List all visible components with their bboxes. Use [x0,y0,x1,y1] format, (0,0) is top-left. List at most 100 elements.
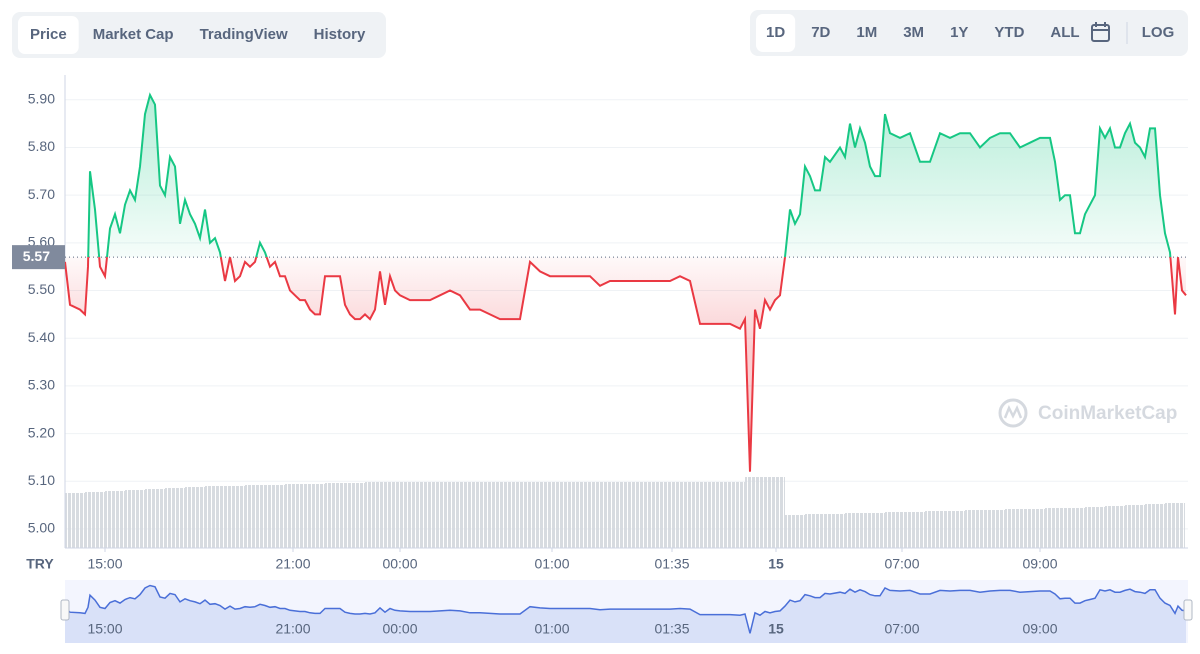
volume-bar [105,491,125,548]
volume-bar [65,493,85,548]
price-line-above [87,92,1180,258]
y-tick-label: 5.70 [28,186,55,202]
volume-bar [1105,506,1125,548]
navigator-tick-label: 01:35 [654,621,689,637]
currency-label: TRY [26,556,54,572]
area-above [65,95,1186,258]
y-tick-label: 5.30 [28,377,55,393]
volume-bar [85,492,105,548]
volume-bar [805,514,825,548]
range-button[interactable]: 1Y [950,24,968,41]
x-tick-label: 01:00 [534,556,569,572]
baseline-label: 5.57 [23,248,50,264]
tab[interactable]: History [314,26,366,43]
range-button[interactable]: 3M [903,24,924,41]
y-tick-label: 5.00 [28,520,55,536]
volume-bar [1065,508,1085,548]
volume-bar [365,482,385,548]
volume-bar [1085,507,1105,548]
volume-bar [205,486,225,548]
volume-bar [385,482,405,548]
volume-bar [405,482,425,548]
volume-bar [765,477,785,548]
volume-bar [345,483,365,548]
volume-bar [145,489,165,548]
volume-bar [985,510,1005,548]
navigator-tick-label: 15:00 [87,621,122,637]
tab-bar [12,12,386,58]
volume-bar [925,511,945,548]
volume-bar [465,482,485,548]
volume-bar [505,482,525,548]
tab[interactable]: TradingView [200,26,288,43]
navigator-area [65,585,1186,643]
volume-bar [265,485,285,548]
x-tick-label: 01:35 [654,556,689,572]
volume-bar [865,513,885,548]
watermark-text: CoinMarketCap [1038,403,1177,424]
volume-bar [1005,509,1025,548]
price-line-below [64,257,1187,472]
navigator-handle[interactable] [60,599,70,621]
range-button[interactable]: 7D [811,24,830,41]
volume-bar [1045,508,1065,548]
navigator-tick-label: 07:00 [884,621,919,637]
navigator-line [64,584,1187,634]
x-tick-label: 00:00 [382,556,417,572]
volume-bar [285,484,305,548]
volume-bar [425,482,445,548]
range-button[interactable]: 1M [856,24,877,41]
range-button[interactable]: ALL [1050,24,1079,41]
volume-bar [945,511,965,548]
watermark: CoinMarketCap [998,398,1177,428]
volume-bar [485,482,505,548]
volume-bar [585,482,605,548]
range-button[interactable]: YTD [994,24,1024,41]
baseline-label-box [12,245,65,270]
y-tick-label: 5.40 [28,329,55,345]
volume-bar [545,482,565,548]
volume-bar [1145,504,1165,548]
volume-bar [565,482,585,548]
volume-bar [225,486,245,548]
volume-bar [245,485,265,548]
log-button[interactable]: LOG [1142,24,1175,41]
volume-bar [445,482,465,548]
navigator-tick-label: 09:00 [1022,621,1057,637]
volume-bar [165,488,185,548]
volume-bar [325,483,345,548]
y-tick-label: 5.80 [28,138,55,154]
volume-bar [185,487,205,548]
y-tick-label: 5.20 [28,424,55,440]
volume-bar [1025,509,1045,548]
navigator-tick-label: 15 [768,621,784,637]
volume-bar [685,482,705,548]
y-tick-label: 5.50 [28,281,55,297]
range-button[interactable]: 1D [766,24,785,41]
volume-bar [785,515,805,548]
volume-bar [745,477,765,548]
y-tick-label: 5.90 [28,90,55,106]
tab[interactable]: Price [30,26,67,43]
volume-bar [825,514,845,548]
y-tick-label: 5.10 [28,472,55,488]
volume-bar [525,482,545,548]
active-range [756,14,796,52]
calendar-icon[interactable] [1091,22,1110,42]
active-tab [18,16,79,54]
volume-bar [845,513,865,548]
navigator-tick-label: 01:00 [534,621,569,637]
tab[interactable]: Market Cap [93,26,174,43]
volume-bar [965,510,985,548]
volume-bar [905,512,925,548]
volume-bar [645,482,665,548]
x-tick-label: 15 [768,556,784,572]
volume-bar [725,482,745,548]
x-tick-label: 21:00 [275,556,310,572]
volume-bar [1165,503,1185,548]
volume-bar [885,512,905,548]
navigator-handle[interactable] [1183,599,1193,621]
volume-bar [605,482,625,548]
